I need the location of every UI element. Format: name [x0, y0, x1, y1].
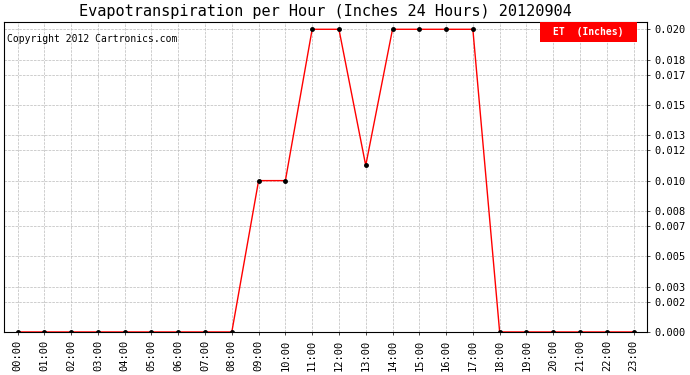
Title: Evapotranspiration per Hour (Inches 24 Hours) 20120904: Evapotranspiration per Hour (Inches 24 H…: [79, 4, 572, 19]
Text: Copyright 2012 Cartronics.com: Copyright 2012 Cartronics.com: [7, 34, 177, 44]
Text: ET  (Inches): ET (Inches): [553, 27, 624, 37]
